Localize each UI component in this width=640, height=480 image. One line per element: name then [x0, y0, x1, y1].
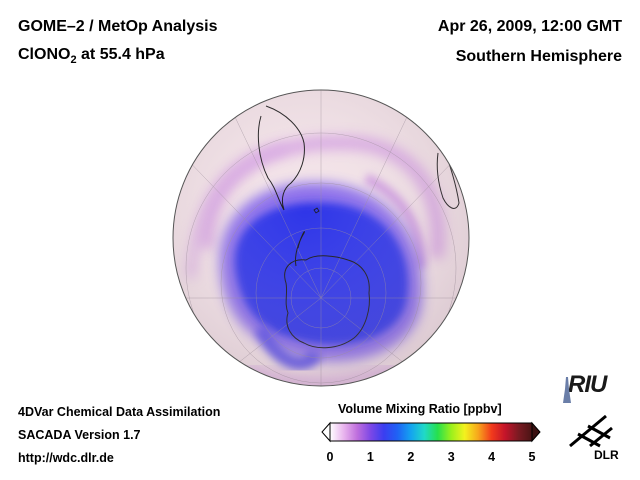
- species-name: ClONO: [18, 46, 71, 63]
- globe-edge: [172, 89, 470, 387]
- colorbar-tick-label: 4: [488, 450, 496, 464]
- colorbar-under-arrow: [321, 421, 331, 443]
- region-label: Southern Hemisphere: [455, 48, 622, 65]
- riu-logo: RIU: [568, 371, 607, 399]
- globe-shading: [173, 90, 469, 386]
- map-subtitle: ClONO2 at 55.4 hPa: [18, 45, 165, 67]
- colorbar-tick-label: 0: [326, 450, 334, 464]
- colorbar-tick-label: 3: [447, 450, 455, 464]
- dlr-emblem-icon: [569, 414, 613, 448]
- colorbar-over-arrow: [531, 421, 541, 443]
- colorbar: [321, 421, 541, 443]
- southern-hemisphere-map: [172, 89, 470, 387]
- colorbar-gradient: [329, 422, 533, 442]
- footer-system: 4DVar Chemical Data Assimilation: [18, 405, 221, 419]
- datetime-label: Apr 26, 2009, 12:00 GMT: [437, 18, 622, 35]
- colorbar-title: Volume Mixing Ratio [ppbv]: [338, 402, 502, 416]
- footer-version: SACADA Version 1.7: [18, 428, 141, 442]
- colorbar-tick-label: 5: [528, 450, 536, 464]
- colorbar-tick-label: 2: [407, 450, 415, 464]
- riu-tower-icon: [563, 377, 571, 403]
- footer-url[interactable]: http://wdc.dlr.de: [18, 451, 114, 465]
- map-title: GOME–2 / MetOp Analysis: [18, 18, 218, 35]
- dlr-logo-text: DLR: [594, 448, 619, 462]
- pressure-level: at 55.4 hPa: [76, 46, 165, 63]
- species-subscript: 2: [70, 54, 77, 67]
- riu-logo-text: RIU: [568, 371, 607, 398]
- colorbar-tick-label: 1: [366, 450, 374, 464]
